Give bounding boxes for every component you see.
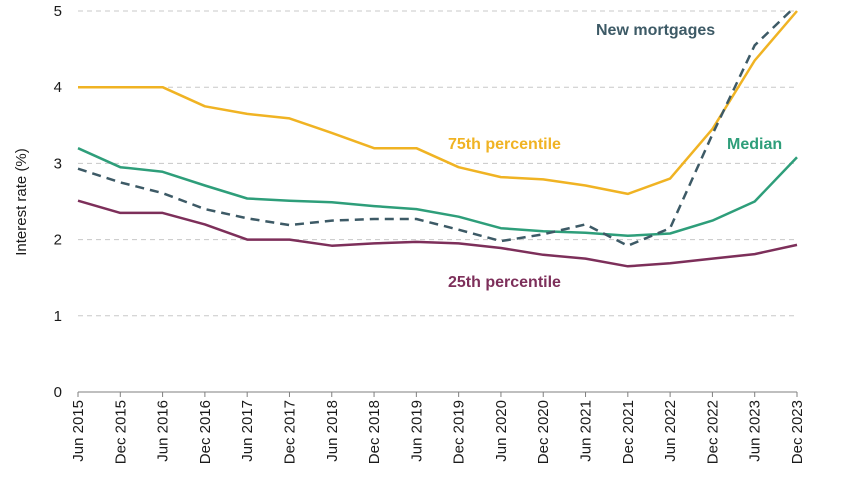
y-axis-title: Interest rate (%) [13, 148, 30, 256]
gridlines [78, 10, 797, 317]
x-tick-label: Jun 2023 [747, 400, 764, 462]
y-tick-label: 3 [54, 155, 62, 172]
x-tick-label: Dec 2020 [535, 400, 552, 464]
x-tick-label: Jun 2019 [408, 400, 425, 462]
series-lines [77, 10, 798, 268]
x-tick-label: Jun 2016 [155, 400, 172, 462]
annotation-new-mortgages: New mortgages [596, 22, 715, 39]
y-tick-label: 4 [54, 79, 62, 96]
x-tick-label: Jun 2015 [70, 400, 87, 462]
x-tick-label: Jun 2022 [662, 400, 679, 462]
x-tick-labels: Jun 2015 Dec 2015 Jun 2016 Dec 2016 Jun 2017… [70, 400, 806, 464]
x-tick-label: Jun 2018 [324, 400, 341, 462]
annotation-median: Median [727, 136, 782, 153]
annotation-25th-percentile: 25th percentile [448, 274, 561, 291]
x-tick-label: Dec 2015 [112, 400, 129, 464]
series-line-new-mortgages [77, 10, 794, 247]
x-tick-label: Dec 2023 [789, 400, 806, 464]
y-tick-label: 2 [54, 232, 62, 249]
x-tick-label: Jun 2020 [493, 400, 510, 462]
x-tick-label: Dec 2019 [451, 400, 468, 464]
series-line-75th-percentile [78, 10, 798, 196]
x-tick-label: Dec 2017 [281, 400, 298, 464]
x-tick-label: Jun 2021 [578, 400, 595, 462]
y-tick-label: 0 [54, 384, 62, 401]
series-line-median [77, 147, 798, 238]
series-annotations: New mortgages 75th percentile Median 25t… [448, 22, 782, 291]
axes [77, 391, 798, 397]
annotation-75th-percentile: 75th percentile [448, 136, 561, 153]
y-tick-labels: 0 1 2 3 4 5 [54, 3, 62, 401]
y-tick-label: 1 [54, 308, 62, 325]
x-tick-label: Jun 2017 [239, 400, 256, 462]
series-line-25th-percentile [77, 199, 798, 268]
x-tick-label: Dec 2018 [366, 400, 383, 464]
x-tick-label: Dec 2016 [197, 400, 214, 464]
x-tick-label: Dec 2022 [704, 400, 721, 464]
x-tick-label: Dec 2021 [620, 400, 637, 464]
y-tick-label: 5 [54, 3, 62, 20]
